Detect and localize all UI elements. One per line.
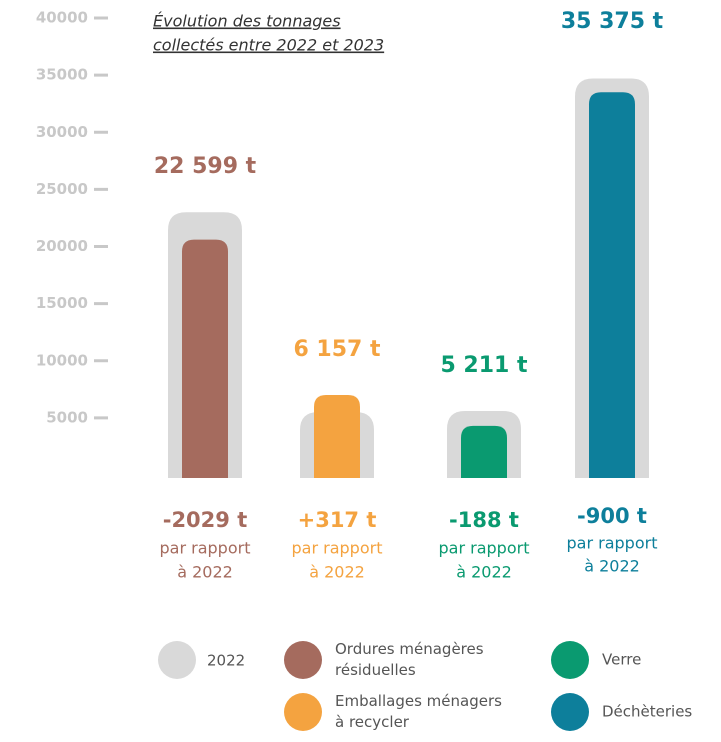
bar-2023: [589, 92, 635, 478]
y-tick-label: 35000: [36, 66, 88, 84]
change-label: +317 t: [298, 508, 377, 532]
change-note: par rapport: [439, 539, 530, 558]
legend-label: Ordures ménagères: [335, 640, 484, 658]
change-note: à 2022: [177, 563, 233, 582]
legend-label: à recycler: [335, 713, 410, 731]
bar-2023: [314, 395, 360, 478]
legend-swatch: [284, 641, 322, 679]
change-label: -2029 t: [163, 508, 248, 532]
change-note: par rapport: [160, 539, 251, 558]
legend-label: résiduelles: [335, 661, 416, 679]
chart-title: collectés entre 2022 et 2023: [153, 36, 384, 55]
y-tick-label: 5000: [46, 408, 88, 426]
legend-label: Déchèteries: [602, 703, 692, 721]
change-label: -900 t: [577, 504, 647, 528]
total-label: 6 157 t: [293, 337, 381, 362]
legend-swatch: [284, 693, 322, 731]
total-label: 35 375 t: [561, 9, 664, 34]
change-note: par rapport: [292, 539, 383, 558]
total-label: 5 211 t: [440, 353, 528, 378]
change-note: à 2022: [456, 563, 512, 582]
y-tick-label: 30000: [36, 123, 88, 141]
chart-title: Évolution des tonnages: [153, 12, 341, 31]
y-tick-label: 20000: [36, 237, 88, 255]
legend-swatch: [158, 641, 196, 679]
legend-swatch: [551, 641, 589, 679]
y-tick-label: 40000: [36, 9, 88, 27]
total-label: 22 599 t: [154, 154, 257, 179]
legend-label: Verre: [602, 651, 641, 669]
legend-label: Emballages ménagers: [335, 692, 502, 710]
y-tick-label: 15000: [36, 294, 88, 312]
change-note: par rapport: [567, 534, 658, 553]
y-tick-label: 25000: [36, 180, 88, 198]
change-label: -188 t: [449, 508, 519, 532]
change-note: à 2022: [309, 563, 365, 582]
bar-2023: [461, 425, 507, 478]
change-note: à 2022: [584, 557, 640, 576]
bar-2023: [182, 239, 228, 478]
y-tick-label: 10000: [36, 351, 88, 369]
legend-label: 2022: [207, 652, 245, 670]
legend-swatch: [551, 693, 589, 731]
